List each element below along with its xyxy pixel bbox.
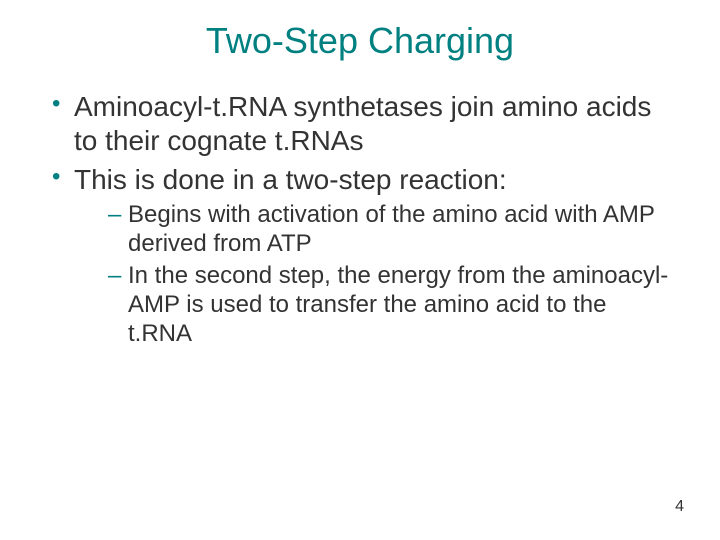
- bullet-text: Aminoacyl-t.RNA synthetases join amino a…: [74, 91, 651, 156]
- sub-bullet-item: In the second step, the energy from the …: [74, 262, 672, 348]
- page-number: 4: [675, 498, 684, 516]
- bullet-item: This is done in a two-step reaction: Beg…: [48, 163, 672, 349]
- bullet-list: Aminoacyl-t.RNA synthetases join amino a…: [48, 90, 672, 349]
- slide-container: Two-Step Charging Aminoacyl-t.RNA synthe…: [0, 0, 720, 540]
- sub-bullet-item: Begins with activation of the amino acid…: [74, 201, 672, 259]
- bullet-item: Aminoacyl-t.RNA synthetases join amino a…: [48, 90, 672, 157]
- sub-bullet-list: Begins with activation of the amino acid…: [74, 201, 672, 349]
- bullet-text: This is done in a two-step reaction:: [74, 164, 507, 195]
- sub-bullet-text: In the second step, the energy from the …: [128, 262, 668, 347]
- slide-title: Two-Step Charging: [48, 20, 672, 62]
- sub-bullet-text: Begins with activation of the amino acid…: [128, 201, 655, 257]
